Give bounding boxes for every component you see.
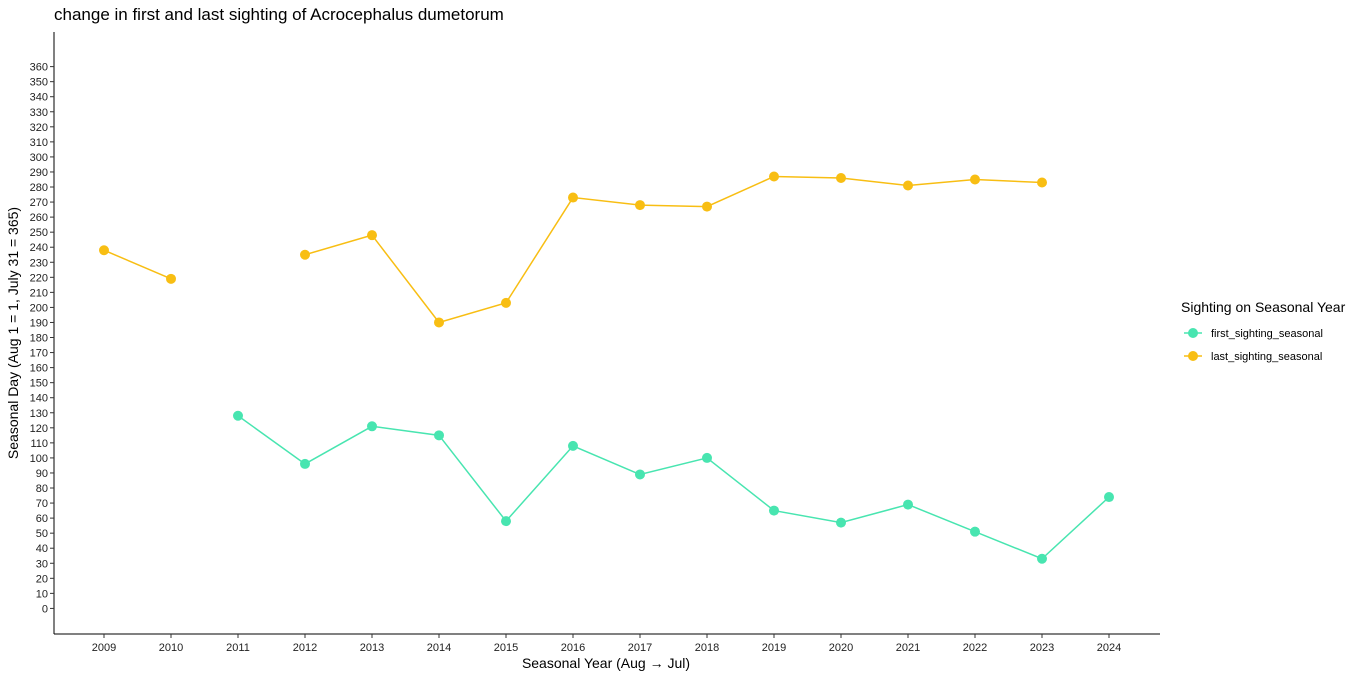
x-tick-label: 2009 — [92, 642, 116, 654]
y-tick-label: 360 — [30, 62, 48, 74]
data-point — [1104, 492, 1114, 503]
y-tick-label: 150 — [30, 378, 48, 390]
y-tick-label: 320 — [30, 122, 48, 134]
legend: Sighting on Seasonal Year first_sighting… — [1181, 299, 1346, 363]
y-tick-label: 240 — [30, 242, 48, 254]
data-point — [769, 171, 779, 182]
series-last_sighting_seasonal — [99, 171, 1047, 328]
y-tick-label: 130 — [30, 408, 48, 420]
data-point — [300, 249, 310, 260]
x-tick-label: 2019 — [762, 642, 786, 654]
x-tick-label: 2021 — [896, 642, 920, 654]
data-point — [635, 200, 645, 211]
y-tick-label: 350 — [30, 77, 48, 89]
series-line — [103, 249, 172, 280]
data-point — [903, 180, 913, 191]
y-tick-label: 20 — [36, 573, 48, 585]
y-tick-label: 330 — [30, 107, 48, 119]
data-point — [300, 458, 310, 469]
x-tick-label: 2011 — [226, 642, 250, 654]
y-tick-label: 270 — [30, 197, 48, 209]
data-point — [434, 317, 444, 328]
data-point — [501, 297, 511, 308]
x-tick-label: 2016 — [561, 642, 585, 654]
data-point — [367, 230, 377, 241]
y-tick-label: 200 — [30, 302, 48, 314]
data-point — [99, 245, 109, 256]
x-tick-label: 2018 — [695, 642, 719, 654]
x-tick-label: 2017 — [628, 642, 652, 654]
y-tick-label: 0 — [42, 603, 48, 615]
x-tick-label: 2010 — [159, 642, 183, 654]
x-axis: 2009 2010 2011 2012 2013 2014 2015 2016 2017 2018… — [54, 633, 1160, 654]
y-tick-label: 180 — [30, 333, 48, 345]
y-tick-label: 280 — [30, 182, 48, 194]
x-tick-label: 2022 — [963, 642, 987, 654]
y-tick-label: 260 — [30, 212, 48, 224]
y-tick-label: 140 — [30, 393, 48, 405]
data-point — [903, 499, 913, 510]
y-tick-label: 220 — [30, 272, 48, 284]
y-tick-label: 310 — [30, 137, 48, 149]
y-tick-label: 250 — [30, 227, 48, 239]
y-tick-label: 10 — [36, 588, 48, 600]
data-point — [769, 505, 779, 516]
y-tick-label: 230 — [30, 257, 48, 269]
x-tick-label: 2015 — [494, 642, 518, 654]
y-tick-label: 340 — [30, 92, 48, 104]
data-point — [1037, 177, 1047, 188]
data-point — [970, 174, 980, 185]
data-point — [568, 192, 578, 203]
legend-key-dot — [1188, 351, 1198, 361]
legend-label: first_sighting_seasonal — [1211, 328, 1323, 340]
series-line — [237, 415, 1110, 560]
data-point — [1037, 553, 1047, 564]
y-tick-label: 90 — [36, 468, 48, 480]
data-point — [166, 273, 176, 284]
legend-title: Sighting on Seasonal Year — [1181, 299, 1346, 315]
x-tick-label: 2024 — [1097, 642, 1121, 654]
legend-key-dot — [1188, 328, 1198, 338]
data-point — [367, 421, 377, 432]
data-point — [635, 469, 645, 480]
data-point — [233, 410, 243, 421]
data-point — [836, 172, 846, 183]
y-tick-label: 110 — [30, 438, 48, 450]
y-tick-label: 40 — [36, 543, 48, 555]
y-tick-label: 50 — [36, 528, 48, 540]
data-point — [501, 516, 511, 527]
y-tick-label: 100 — [30, 453, 48, 465]
data-point — [970, 526, 980, 537]
data-point — [702, 452, 712, 463]
data-point — [568, 440, 578, 451]
x-tick-label: 2020 — [829, 642, 853, 654]
y-tick-label: 160 — [30, 363, 48, 375]
data-point — [836, 517, 846, 528]
data-point — [434, 430, 444, 441]
x-tick-label: 2014 — [427, 642, 451, 654]
y-axis: 0 10 20 30 40 50 60 70 80 90 100 110 120 130 140 150 160… — [30, 32, 55, 634]
chart-title: change in first and last sighting of Acr… — [54, 5, 504, 24]
y-tick-label: 70 — [36, 498, 48, 510]
series-line — [304, 175, 1043, 324]
x-tick-label: 2012 — [293, 642, 317, 654]
y-tick-label: 290 — [30, 167, 48, 179]
series-first_sighting_seasonal — [233, 410, 1114, 564]
y-tick-label: 80 — [36, 483, 48, 495]
y-tick-label: 30 — [36, 558, 48, 570]
y-tick-label: 210 — [30, 287, 48, 299]
legend-label: last_sighting_seasonal — [1211, 351, 1322, 363]
y-tick-label: 60 — [36, 513, 48, 525]
x-tick-label: 2023 — [1030, 642, 1054, 654]
x-tick-label: 2013 — [360, 642, 384, 654]
data-point — [702, 201, 712, 212]
x-axis-title: Seasonal Year (Aug → Jul) — [522, 655, 690, 671]
y-tick-label: 120 — [30, 423, 48, 435]
y-tick-label: 190 — [30, 317, 48, 329]
y-tick-label: 300 — [30, 152, 48, 164]
y-tick-label: 170 — [30, 348, 48, 360]
series-layer — [99, 171, 1114, 564]
y-axis-title: Seasonal Day (Aug 1 = 1, July 31 = 365) — [5, 207, 21, 459]
